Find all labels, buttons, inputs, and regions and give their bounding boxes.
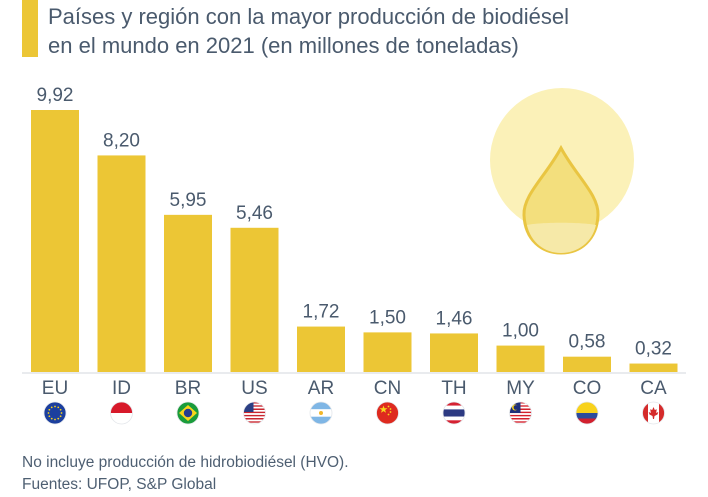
- ca-flag-icon: [642, 401, 665, 425]
- category-label-us: US: [241, 378, 267, 399]
- bar-th: [430, 333, 478, 372]
- bar-id: [97, 155, 146, 372]
- bar-us: [230, 227, 279, 372]
- value-label-us: 5,46: [236, 203, 273, 224]
- bar-ca: [629, 363, 678, 372]
- value-label-id: 8,20: [103, 130, 140, 151]
- title-accent-bar: [22, 0, 38, 57]
- us-flag-icon: [243, 401, 266, 425]
- bar-my: [496, 345, 545, 372]
- value-label-th: 1,46: [436, 308, 473, 329]
- category-label-br: BR: [175, 378, 201, 399]
- value-label-co: 0,58: [569, 332, 606, 353]
- bar-ar: [297, 326, 345, 372]
- cn-flag-icon: [376, 401, 399, 425]
- value-label-my: 1,00: [502, 321, 539, 342]
- value-label-ca: 0,32: [635, 339, 672, 360]
- category-label-th: TH: [441, 378, 466, 399]
- footnote-hvo: No incluye producción de hidrobiodiésel …: [22, 454, 349, 471]
- th-flag-icon: [442, 401, 466, 425]
- id-flag-icon: [110, 401, 133, 425]
- eu-flag-icon: [43, 401, 67, 425]
- bar-cn: [363, 332, 412, 372]
- category-label-ca: CA: [640, 378, 667, 399]
- category-label-eu: EU: [42, 378, 68, 399]
- br-flag-icon: [176, 401, 200, 425]
- category-label-id: ID: [112, 378, 131, 399]
- value-label-cn: 1,50: [369, 307, 406, 328]
- chart-title: Países y región con la mayor producción …: [48, 2, 688, 60]
- category-label-co: CO: [573, 378, 602, 399]
- title-line-1: Países y región con la mayor producción …: [48, 4, 569, 29]
- oil-drop-icon: [490, 88, 634, 255]
- my-flag-icon: [509, 401, 532, 425]
- footnotes: No incluye producción de hidrobiodiésel …: [22, 452, 349, 496]
- value-label-br: 5,95: [170, 190, 207, 211]
- bar-br: [164, 214, 212, 372]
- ar-flag-icon: [309, 401, 333, 425]
- category-label-cn: CN: [374, 378, 401, 399]
- co-flag-icon: [575, 401, 599, 425]
- category-label-my: MY: [506, 378, 535, 399]
- source-note: Fuentes: UFOP, S&P Global: [22, 476, 217, 493]
- bar-co: [563, 356, 611, 372]
- value-label-eu: 9,92: [37, 85, 74, 106]
- value-label-ar: 1,72: [303, 302, 340, 323]
- category-label-ar: AR: [308, 378, 334, 399]
- bar-eu: [31, 110, 79, 372]
- title-line-2: en el mundo en 2021 (en millones de tone…: [48, 33, 519, 58]
